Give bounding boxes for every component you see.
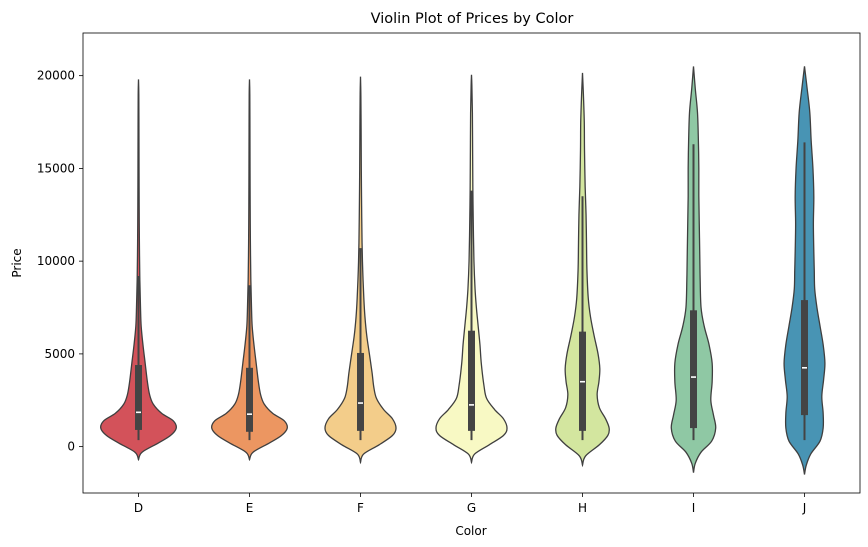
- violin-D: [100, 79, 177, 462]
- violin-F: [324, 76, 397, 465]
- plot-frame: [82, 32, 861, 494]
- violin-body: [100, 79, 177, 462]
- chart-title: Violin Plot of Prices by Color: [371, 11, 574, 27]
- violin-E: [211, 79, 288, 462]
- violin-G: [435, 74, 508, 465]
- y-axis-title: Price: [10, 248, 24, 277]
- y-tick-label: 5000: [44, 347, 75, 361]
- x-axis: D E F G H I J: [134, 493, 806, 515]
- violin-J: [783, 66, 826, 475]
- violin-iqr-box: [135, 365, 142, 430]
- violin-iqr-box: [690, 310, 697, 429]
- x-tick-label: D: [134, 501, 143, 515]
- y-tick-label: 20000: [37, 69, 75, 83]
- x-tick-label: E: [246, 501, 254, 515]
- x-tick-label: I: [692, 501, 696, 515]
- violins-layer: [100, 66, 826, 475]
- x-tick-label: G: [467, 501, 476, 515]
- y-tick-label: 15000: [37, 161, 75, 175]
- y-tick-label: 10000: [37, 254, 75, 268]
- violin-I: [670, 66, 717, 473]
- x-tick-label: F: [357, 501, 364, 515]
- y-axis: 0 5000 10000 15000 20000: [37, 69, 83, 454]
- violin-H: [555, 72, 610, 468]
- violin-iqr-box: [246, 367, 253, 432]
- violin-iqr-box: [468, 330, 475, 431]
- violin-iqr-box: [801, 300, 808, 416]
- x-tick-label: J: [802, 501, 807, 515]
- x-tick-label: H: [578, 501, 587, 515]
- y-tick-label: 0: [67, 440, 75, 454]
- violin-iqr-box: [357, 352, 364, 431]
- x-axis-title: Color: [455, 524, 486, 538]
- violin-body: [211, 79, 288, 462]
